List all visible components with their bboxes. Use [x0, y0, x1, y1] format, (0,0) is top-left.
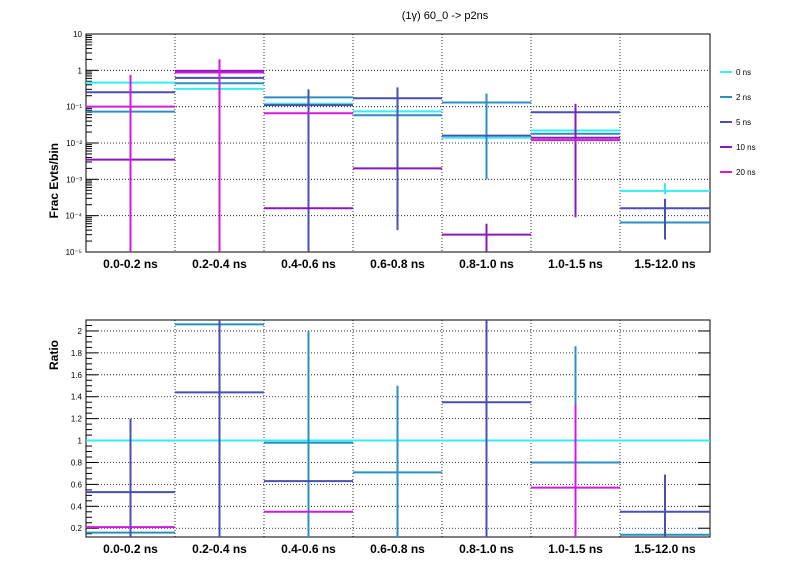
- x-tick-label-top-0-0-0-2-ns: 0.0-0.2 ns: [103, 257, 158, 271]
- x-tick-label-bottom-1-0-1-5-ns: 1.0-1.5 ns: [548, 542, 603, 556]
- y-tick-label-bottom: 0.2: [71, 524, 83, 533]
- legend-label-2-ns: 2 ns: [736, 93, 751, 102]
- x-tick-label-bottom-0-8-1-0-ns: 0.8-1.0 ns: [459, 542, 514, 556]
- x-tick-label-top-0-2-0-4-ns: 0.2-0.4 ns: [192, 257, 247, 271]
- y-tick-label-top: 10: [73, 30, 82, 39]
- y-tick-label-bottom: 1.2: [71, 415, 83, 424]
- y-tick-label-bottom: 1.8: [71, 349, 83, 358]
- series-bottom-2-ns: [86, 323, 710, 537]
- top-panel: 10 1 10⁻¹ 10⁻² 10⁻³ 10⁻⁴ 10⁻⁵ Frac Evts/bin 0.0-…: [47, 30, 711, 271]
- legend-label-5-ns: 5 ns: [736, 118, 751, 127]
- x-tick-label-top-1-0-1-5-ns: 1.0-1.5 ns: [548, 257, 603, 271]
- y-tick-label-top: 10⁻⁵: [66, 248, 82, 257]
- series-bottom-20-ns: [86, 404, 620, 537]
- legend-label-20-ns: 20 ns: [736, 168, 756, 177]
- y-tick-label-bottom: 0.6: [71, 480, 83, 489]
- y-tick-label-bottom: 1.4: [71, 393, 83, 402]
- series-top-5-ns: [86, 76, 710, 252]
- y-axis-label-bottom: Ratio: [47, 340, 61, 370]
- y-tick-label-top: 10⁻²: [66, 139, 82, 148]
- series-top-20-ns: [86, 59, 620, 252]
- legend-label-0-ns: 0 ns: [736, 68, 751, 77]
- y-axis-label-top: Frac Evts/bin: [47, 143, 61, 218]
- legend: 0 ns 2 ns 5 ns 10 ns 20 ns: [720, 68, 756, 177]
- x-tick-label-bottom-0-6-0-8-ns: 0.6-0.8 ns: [370, 542, 425, 556]
- legend-label-10-ns: 10 ns: [736, 143, 756, 152]
- x-tick-label-bottom-0-2-0-4-ns: 0.2-0.4 ns: [192, 542, 247, 556]
- x-tick-label-top-0-4-0-6-ns: 0.4-0.6 ns: [281, 257, 336, 271]
- x-tick-label-bottom-0-4-0-6-ns: 0.4-0.6 ns: [281, 542, 336, 556]
- y-tick-label-bottom: 1.6: [71, 371, 83, 380]
- series-bottom-5-ns: [86, 320, 710, 537]
- y-tick-label-top: 10⁻¹: [66, 103, 82, 112]
- y-tick-label-top: 10⁻⁴: [65, 212, 82, 221]
- y-tick-label-bottom: 1: [78, 437, 83, 446]
- x-tick-label-bottom-1-5-12-0-ns: 1.5-12.0 ns: [634, 542, 696, 556]
- y-tick-label-bottom: 0.4: [71, 502, 83, 511]
- x-tick-label-top-1-5-12-0-ns: 1.5-12.0 ns: [634, 257, 696, 271]
- x-tick-label-top-0-8-1-0-ns: 0.8-1.0 ns: [459, 257, 514, 271]
- x-tick-label-top-0-6-0-8-ns: 0.6-0.8 ns: [370, 257, 425, 271]
- y-tick-label-top: 1: [78, 66, 83, 75]
- y-tick-label-top: 10⁻³: [66, 175, 82, 184]
- y-tick-label-bottom: 2: [78, 327, 83, 336]
- x-tick-label-bottom-0-0-0-2-ns: 0.0-0.2 ns: [103, 542, 158, 556]
- bottom-panel: 0.2 0.4 0.6 0.8 1 1.2 1.4 1.6 1.8 2 Ratio 0.0-0.2 n…: [47, 319, 711, 556]
- chart-title: (1γ) 60_0 -> p2ns: [402, 10, 489, 22]
- y-tick-label-bottom: 0.8: [71, 458, 83, 467]
